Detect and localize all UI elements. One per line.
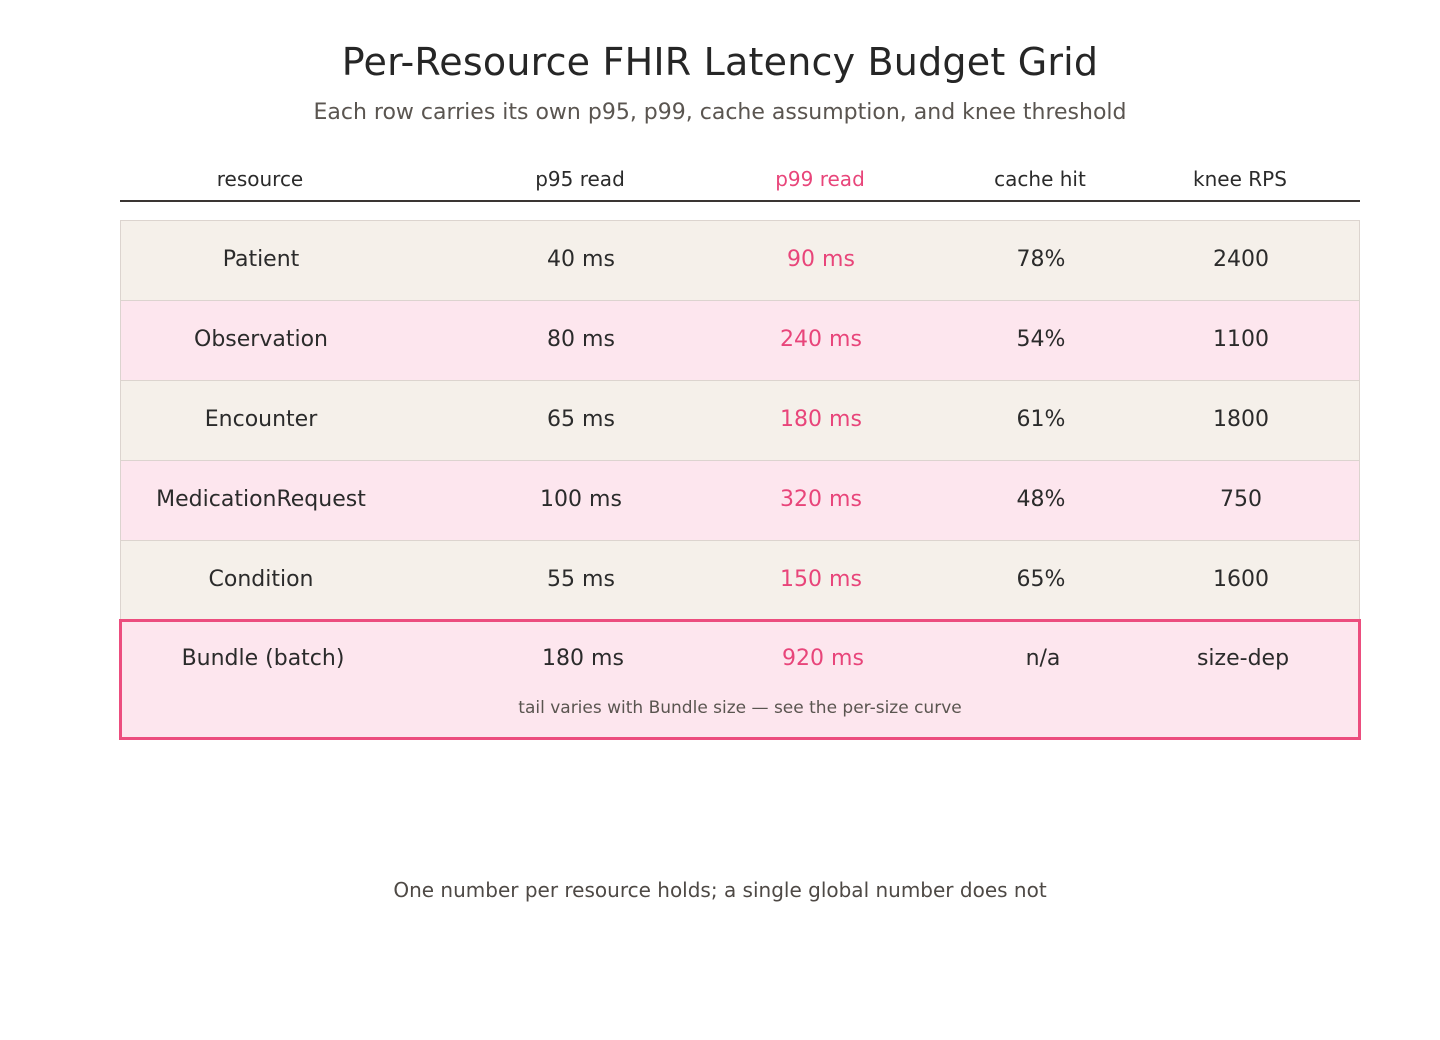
page-subtitle: Each row carries its own p95, p99, cache…	[313, 100, 1127, 125]
cache-hit-cell: 48%	[1016, 487, 1066, 512]
resource-cell: Condition	[208, 567, 314, 592]
p99-cell: 180 ms	[780, 407, 862, 432]
column-header-knee-rps: knee RPS	[1193, 167, 1287, 191]
p99-cell: 150 ms	[780, 567, 862, 592]
table-row-observation: Observation 80 ms 240 ms 54% 1100	[120, 300, 1360, 381]
footer-caption: One number per resource holds; a single …	[393, 878, 1047, 902]
p95-cell: 80 ms	[547, 327, 615, 352]
resource-cell: Patient	[222, 247, 300, 272]
p99-cell: 920 ms	[782, 646, 864, 671]
knee-rps-cell: 1600	[1213, 567, 1269, 592]
column-header-cache-hit: cache hit	[994, 167, 1086, 191]
cache-hit-cell: 65%	[1016, 567, 1066, 592]
knee-rps-cell: 2400	[1213, 247, 1269, 272]
cache-hit-cell: 61%	[1016, 407, 1066, 432]
resource-cell: Encounter	[204, 407, 318, 432]
table-header: resource p95 read p99 read cache hit kne…	[120, 160, 1360, 202]
column-header-p95: p95 read	[535, 167, 625, 191]
cache-hit-cell: 78%	[1016, 247, 1066, 272]
cache-hit-cell: 54%	[1016, 327, 1066, 352]
knee-rps-cell: 1800	[1213, 407, 1269, 432]
table-row-bundle-batch: Bundle (batch) 180 ms 920 ms n/a size-de…	[119, 619, 1361, 740]
table-row-encounter: Encounter 65 ms 180 ms 61% 1800	[120, 380, 1360, 461]
p95-cell: 180 ms	[542, 646, 624, 671]
p99-cell: 320 ms	[780, 487, 862, 512]
p95-cell: 100 ms	[540, 487, 622, 512]
knee-rps-cell: 750	[1220, 487, 1262, 512]
p99-cell: 240 ms	[780, 327, 862, 352]
column-header-resource: resource	[216, 167, 304, 191]
table-row-patient: Patient 40 ms 90 ms 78% 2400	[120, 220, 1360, 301]
p95-cell: 40 ms	[547, 247, 615, 272]
knee-rps-cell: 1100	[1213, 327, 1269, 352]
knee-rps-cell: size-dep	[1196, 646, 1290, 671]
p99-cell: 90 ms	[787, 247, 855, 272]
p95-cell: 55 ms	[547, 567, 615, 592]
cache-hit-cell: n/a	[1025, 646, 1061, 671]
resource-cell: MedicationRequest	[156, 487, 366, 512]
page-title: Per-Resource FHIR Latency Budget Grid	[341, 40, 1099, 84]
table-row-condition: Condition 55 ms 150 ms 65% 1600	[120, 540, 1360, 621]
resource-cell: Bundle (batch)	[181, 646, 345, 671]
resource-cell: Observation	[194, 327, 328, 352]
bundle-size-note: tail varies with Bundle size — see the p…	[518, 698, 962, 718]
table-row-medicationrequest: MedicationRequest 100 ms 320 ms 48% 750	[120, 460, 1360, 541]
column-header-p99: p99 read	[775, 167, 865, 191]
p95-cell: 65 ms	[547, 407, 615, 432]
